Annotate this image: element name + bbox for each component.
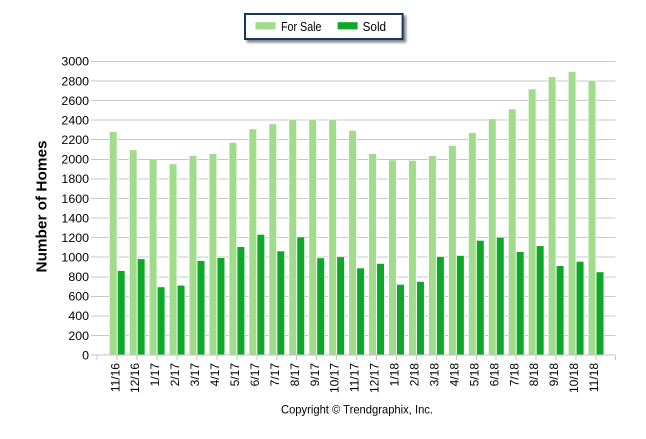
svg-text:400: 400 bbox=[68, 309, 89, 323]
svg-text:2/17: 2/17 bbox=[168, 363, 182, 387]
svg-text:8/18: 8/18 bbox=[527, 363, 541, 387]
svg-text:Number of Homes: Number of Homes bbox=[34, 141, 51, 273]
svg-text:2800: 2800 bbox=[61, 74, 89, 88]
svg-text:10/17: 10/17 bbox=[328, 363, 342, 393]
svg-text:Copyright © Trendgraphix, Inc.: Copyright © Trendgraphix, Inc. bbox=[281, 403, 433, 417]
svg-text:6/17: 6/17 bbox=[248, 363, 262, 387]
svg-text:9/17: 9/17 bbox=[308, 363, 322, 387]
svg-text:600: 600 bbox=[68, 290, 89, 304]
svg-text:6/18: 6/18 bbox=[487, 363, 501, 387]
svg-text:1/18: 1/18 bbox=[388, 363, 402, 387]
svg-text:1800: 1800 bbox=[61, 172, 89, 186]
svg-text:3/18: 3/18 bbox=[428, 363, 442, 387]
svg-text:200: 200 bbox=[68, 329, 89, 343]
svg-text:1400: 1400 bbox=[61, 211, 89, 225]
svg-text:1200: 1200 bbox=[61, 231, 89, 245]
svg-text:For Sale: For Sale bbox=[281, 20, 322, 34]
svg-text:5/17: 5/17 bbox=[228, 363, 242, 387]
svg-text:0: 0 bbox=[82, 348, 89, 362]
svg-text:1/17: 1/17 bbox=[148, 363, 162, 387]
svg-text:8/17: 8/17 bbox=[288, 363, 302, 387]
svg-text:4/18: 4/18 bbox=[447, 363, 461, 387]
svg-text:3/17: 3/17 bbox=[188, 363, 202, 387]
svg-text:10/18: 10/18 bbox=[567, 363, 581, 393]
svg-text:4/17: 4/17 bbox=[208, 363, 222, 387]
svg-text:9/18: 9/18 bbox=[547, 363, 561, 387]
svg-text:800: 800 bbox=[68, 270, 89, 284]
svg-text:2/18: 2/18 bbox=[408, 363, 422, 387]
svg-text:7/18: 7/18 bbox=[507, 363, 521, 387]
svg-text:11/17: 11/17 bbox=[348, 363, 362, 392]
svg-text:12/17: 12/17 bbox=[368, 363, 382, 393]
svg-text:1000: 1000 bbox=[61, 251, 89, 265]
svg-text:11/18: 11/18 bbox=[587, 363, 601, 392]
svg-text:5/18: 5/18 bbox=[467, 363, 481, 387]
svg-text:2200: 2200 bbox=[61, 133, 89, 147]
svg-text:7/17: 7/17 bbox=[268, 363, 282, 387]
svg-text:2400: 2400 bbox=[61, 113, 89, 127]
svg-text:11/16: 11/16 bbox=[108, 363, 122, 392]
svg-text:1600: 1600 bbox=[61, 192, 89, 206]
svg-text:12/16: 12/16 bbox=[128, 363, 142, 393]
svg-text:3000: 3000 bbox=[61, 55, 89, 69]
svg-text:2000: 2000 bbox=[61, 153, 89, 167]
svg-text:Sold: Sold bbox=[363, 20, 387, 34]
svg-text:2600: 2600 bbox=[61, 94, 89, 108]
